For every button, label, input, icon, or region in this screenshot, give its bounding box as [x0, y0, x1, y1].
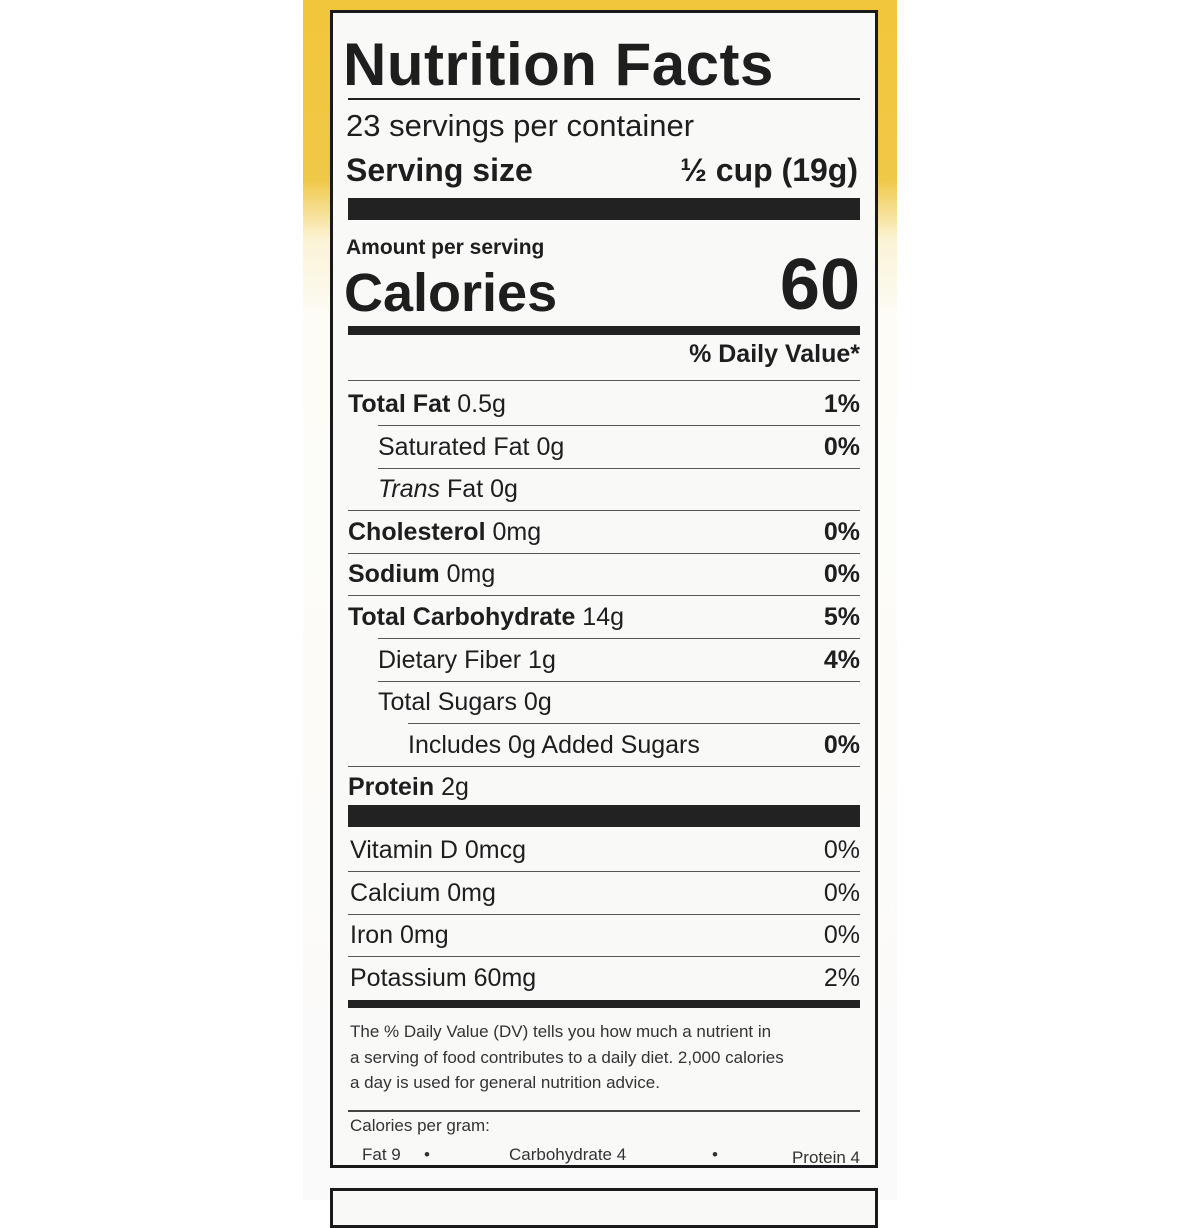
- calories-per-gram-fat: Fat 9: [362, 1145, 401, 1164]
- separator-dot: •: [424, 1145, 430, 1164]
- medium-divider: [348, 326, 860, 335]
- vitamin-daily-value: 0%: [823, 878, 860, 907]
- row-divider: [348, 913, 860, 915]
- nutrient-label: Total Carbohydrate: [348, 603, 576, 631]
- medium-divider: [348, 1000, 860, 1008]
- nutrient-label: Trans: [378, 475, 441, 504]
- nutrient-row: Total Fat 0.5g 1%: [348, 384, 860, 426]
- nutrient-row: Saturated Fat 0g 0%: [348, 427, 860, 469]
- nutrient-name: Saturated Fat 0g: [378, 433, 564, 462]
- vitamin-row: Iron 0mg 0%: [348, 915, 860, 957]
- nutrient-label: Cholesterol: [348, 517, 486, 546]
- row-divider: [378, 680, 860, 682]
- nutrient-row: Trans Fat 0g: [348, 469, 860, 512]
- nutrient-name: Cholesterol 0mg: [348, 518, 541, 547]
- nutrient-daily-value: 4%: [823, 645, 860, 674]
- row-divider: [348, 595, 860, 597]
- nutrient-row: Total Sugars 0g: [348, 682, 860, 725]
- row-divider: [408, 723, 860, 725]
- daily-value-header: % Daily Value*: [689, 340, 860, 368]
- vitamin-daily-value: 2%: [823, 963, 860, 992]
- nutrient-row: Protein 2g: [348, 767, 860, 809]
- vitamin-daily-value: 0%: [823, 836, 860, 864]
- vitamin-name: Vitamin D 0mcg: [350, 836, 526, 864]
- nutrient-label-rest: Fat: [447, 475, 484, 504]
- footnote-line: The % Daily Value (DV) tells you how muc…: [350, 1022, 772, 1041]
- calories-value: 60: [779, 245, 860, 325]
- nutrient-amount: 0g: [490, 475, 518, 504]
- thick-divider: [348, 805, 860, 827]
- nutrient-name: Trans Fat 0g: [378, 475, 518, 504]
- nutrient-amount: 0.5g: [457, 390, 506, 418]
- calories-per-gram-carbohydrate: Carbohydrate 4: [509, 1145, 627, 1164]
- nutrient-row: Sodium 0mg 0%: [348, 554, 860, 597]
- nutrient-amount: 14g: [582, 603, 625, 631]
- nutrient-row: Cholesterol 0mg 0%: [348, 512, 860, 554]
- vitamin-row: Calcium 0mg 0%: [348, 873, 860, 915]
- nutrient-daily-value: 0%: [823, 730, 860, 759]
- second-panel-edge: [330, 1188, 878, 1228]
- nutrient-name: Total Fat 0.5g: [348, 390, 506, 419]
- vitamin-name: Calcium 0mg: [350, 878, 496, 907]
- label-title: Nutrition Facts: [343, 31, 774, 98]
- nutrient-daily-value: 0%: [823, 560, 860, 589]
- nutrient-name: Sodium 0mg: [348, 560, 495, 589]
- nutrient-name: Total Carbohydrate 14g: [348, 603, 624, 632]
- amount-per-serving: Amount per serving: [346, 236, 545, 259]
- divider: [348, 1110, 860, 1112]
- nutrient-row: Includes 0g Added Sugars 0%: [348, 725, 860, 767]
- vitamin-name: Potassium 60mg: [350, 963, 537, 992]
- nutrient-name: Total Sugars 0g: [378, 688, 552, 717]
- calories-per-gram-label: Calories per gram:: [350, 1116, 490, 1135]
- calories-label: Calories: [344, 263, 558, 323]
- nutrient-label: Saturated Fat: [378, 432, 530, 461]
- row-divider: [378, 638, 860, 639]
- nutrient-daily-value: 5%: [823, 603, 860, 631]
- nutrient-amount: 0mg: [492, 517, 542, 546]
- nutrient-daily-value: 0%: [823, 517, 860, 546]
- nutrient-name: Protein 2g: [348, 773, 469, 802]
- nutrient-amount: 2g: [441, 773, 469, 802]
- vitamin-daily-value: 0%: [823, 921, 860, 949]
- nutrient-name: Dietary Fiber 1g: [378, 646, 556, 675]
- divider: [348, 98, 860, 100]
- row-divider: [378, 425, 860, 426]
- footnote-line: a serving of food contributes to a daily…: [350, 1048, 784, 1067]
- row-divider: [348, 552, 860, 554]
- vitamin-row: Vitamin D 0mcg 0%: [348, 830, 860, 872]
- row-divider: [378, 467, 860, 469]
- vitamin-name: Iron 0mg: [350, 921, 449, 949]
- calories-per-gram-protein: Protein 4: [791, 1148, 860, 1167]
- nutrient-name: Includes 0g Added Sugars: [408, 731, 700, 760]
- serving-size-value: ½ cup (19g): [680, 152, 858, 188]
- nutrient-daily-value: 0%: [823, 432, 860, 461]
- nutrient-amount: 1g: [528, 645, 556, 674]
- nutrient-label: Sodium: [348, 560, 440, 589]
- row-divider: [348, 510, 860, 512]
- thick-divider: [348, 198, 860, 220]
- divider: [348, 380, 860, 381]
- servings-per-container: 23 servings per container: [346, 108, 695, 143]
- row-divider: [348, 956, 860, 957]
- row-divider: [348, 765, 860, 767]
- nutrient-row: Total Carbohydrate 14g 5%: [348, 597, 860, 639]
- row-divider: [348, 871, 860, 872]
- nutrient-label: Protein: [348, 773, 435, 802]
- nutrient-row: Dietary Fiber 1g 4%: [348, 640, 860, 682]
- footnote-line: a day is used for general nutrition advi…: [350, 1073, 660, 1092]
- nutrient-amount: 0g: [523, 688, 552, 717]
- serving-size-label: Serving size: [346, 152, 533, 188]
- nutrient-label: Includes 0g Added Sugars: [408, 730, 700, 759]
- nutrient-label: Dietary Fiber: [378, 645, 522, 674]
- nutrient-amount: 0mg: [446, 560, 496, 589]
- nutrient-amount: 0g: [536, 432, 565, 461]
- nutrient-label: Total Sugars: [378, 688, 517, 717]
- nutrient-daily-value: 1%: [823, 390, 860, 418]
- separator-dot: •: [712, 1145, 718, 1164]
- vitamin-row: Potassium 60mg 2%: [348, 958, 860, 1000]
- nutrient-label: Total Fat: [348, 390, 451, 418]
